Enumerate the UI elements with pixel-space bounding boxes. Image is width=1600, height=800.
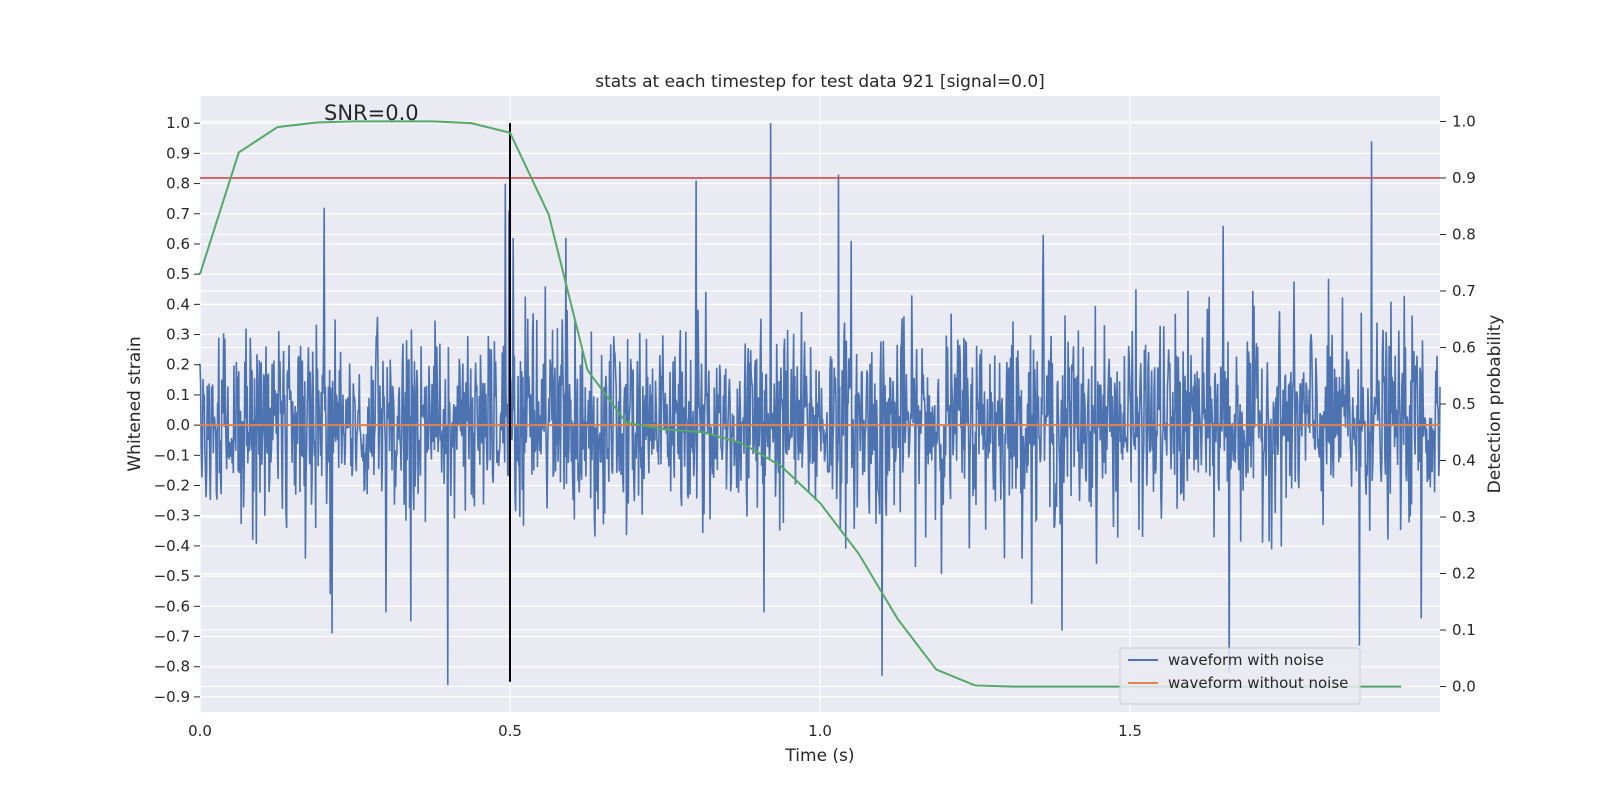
legend: waveform with noise waveform without nois… xyxy=(1119,647,1361,705)
y2-tick-label: 0.0 xyxy=(1452,678,1476,696)
x-tick-label: 0.0 xyxy=(188,722,212,740)
y2-tick-label: 0.3 xyxy=(1452,508,1476,526)
y-tick-label: 0.7 xyxy=(166,205,190,223)
y2-tick-label: 0.8 xyxy=(1452,225,1476,243)
x-tick-label: 1.5 xyxy=(1118,722,1142,740)
chart-title: stats at each timestep for test data 921… xyxy=(595,72,1045,92)
y-tick-label: 0.2 xyxy=(166,356,190,374)
y-tick-label: 0.6 xyxy=(166,235,190,253)
y-tick-label: −0.6 xyxy=(154,597,190,615)
y-tick-label: 0.1 xyxy=(166,386,190,404)
y-tick-label: −0.8 xyxy=(154,658,190,676)
y2-tick-label: 0.9 xyxy=(1452,169,1476,187)
y-tick-label: 1.0 xyxy=(166,114,190,132)
y2-tick-label: 1.0 xyxy=(1452,112,1476,130)
y-tick-label: −0.1 xyxy=(154,446,190,464)
x-axis-label: Time (s) xyxy=(784,746,854,766)
y-tick-label: 0.5 xyxy=(166,265,190,283)
y-tick-label: 0.3 xyxy=(166,326,190,344)
y2-tick-label: 0.2 xyxy=(1452,565,1476,583)
legend-label: waveform with noise xyxy=(1168,651,1324,669)
snr-annotation: SNR=0.0 xyxy=(324,101,419,125)
noise-series-line xyxy=(199,123,1441,685)
y2-axis-label: Detection probability xyxy=(1485,315,1505,494)
y2-tick-label: 0.1 xyxy=(1452,621,1476,639)
y-tick-label: 0.9 xyxy=(166,144,190,162)
x-tick-label: 1.0 xyxy=(808,722,832,740)
y-tick-label: 0.8 xyxy=(166,175,190,193)
y2-tick-label: 0.6 xyxy=(1452,338,1476,356)
y2-tick-label: 0.7 xyxy=(1452,282,1476,300)
y-tick-label: −0.4 xyxy=(154,537,190,555)
y-axis-label: Whitened strain xyxy=(125,336,145,471)
y-tick-label: −0.7 xyxy=(154,628,190,646)
y-tick-label: −0.5 xyxy=(154,567,190,585)
axes-group: 1.0 0.9 0.8 0.7 0.6 0.5 0.4 0.3 0.2 0.1 0.0 −0.1 −0.… xyxy=(154,112,1476,740)
y2-tick-label: 0.5 xyxy=(1452,395,1476,413)
legend-box xyxy=(1119,647,1361,705)
y-tick-label: −0.3 xyxy=(154,507,190,525)
y-tick-label: 0.0 xyxy=(166,416,190,434)
x-tick-label: 0.5 xyxy=(498,722,522,740)
y-tick-label: −0.2 xyxy=(154,477,190,495)
legend-label: waveform without noise xyxy=(1168,674,1348,692)
noise-series-group xyxy=(199,123,1441,685)
y2-tick-label: 0.4 xyxy=(1452,452,1476,470)
y-tick-label: −0.9 xyxy=(154,688,190,706)
y-tick-label: 0.4 xyxy=(166,295,190,313)
